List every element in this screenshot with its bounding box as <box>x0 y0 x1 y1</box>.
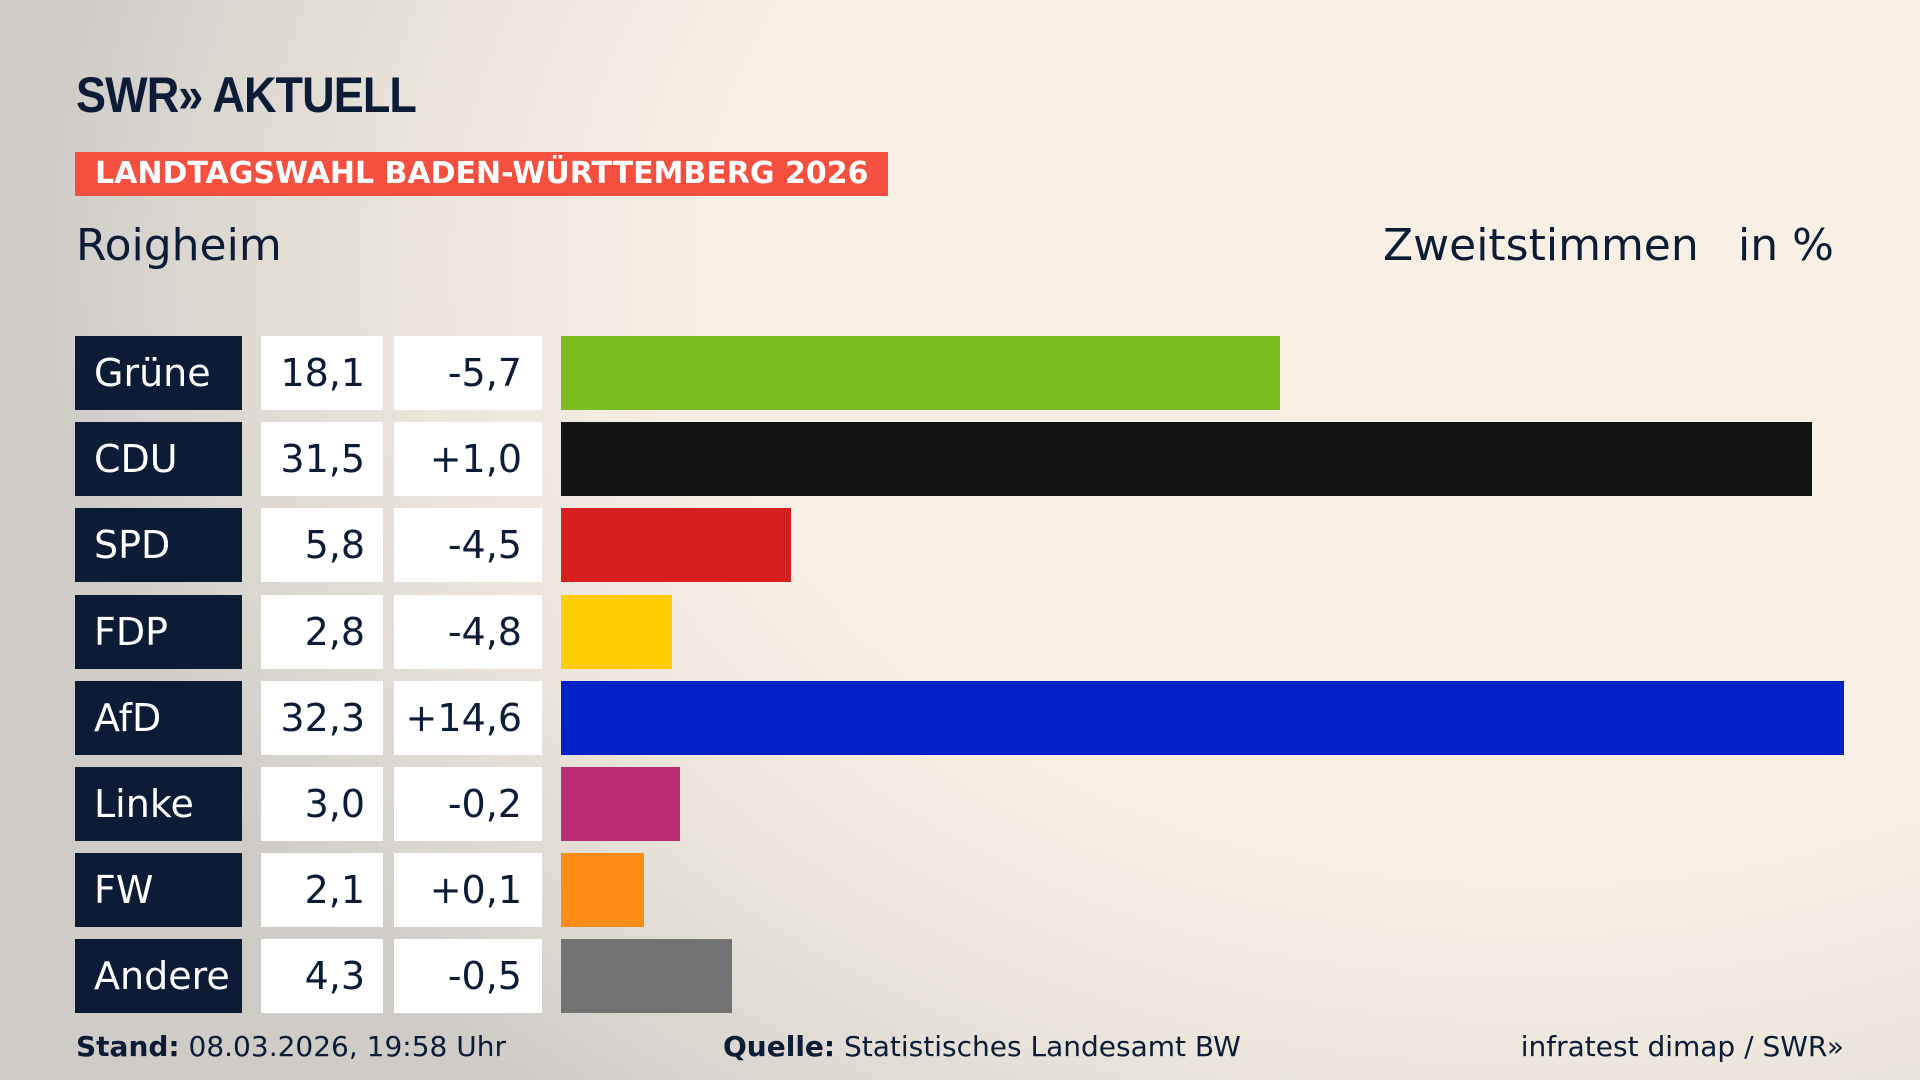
election-banner: LANDTAGSWAHL BADEN-WÜRTTEMBERG 2026 <box>75 152 889 196</box>
unit-label: in % <box>1738 220 1834 271</box>
result-row: FW 2,1 +0,1 <box>0 853 1920 928</box>
value-label: 32,3 <box>261 680 383 755</box>
diff-label: +0,1 <box>394 853 542 928</box>
value-label: 5,8 <box>261 508 383 583</box>
footer-source: Quelle: Statistisches Landesamt BW <box>723 1030 1241 1063</box>
result-row: Andere 4,3 -0,5 <box>0 939 1920 1014</box>
diff-label: -0,2 <box>394 767 542 841</box>
source-label: Quelle: <box>723 1030 836 1063</box>
diff-label: -5,7 <box>394 336 542 410</box>
party-label: SPD <box>75 508 242 583</box>
stand-label: Stand: <box>76 1030 180 1063</box>
diff-label: -4,8 <box>394 594 542 669</box>
value-label: 2,1 <box>261 853 383 928</box>
bar <box>561 336 1280 410</box>
bar <box>561 767 681 841</box>
place-name: Roigheim <box>76 220 282 271</box>
diff-label: -4,5 <box>394 508 542 583</box>
stand-value: 08.03.2026, 19:58 Uhr <box>188 1030 506 1063</box>
diff-label: +14,6 <box>394 680 542 755</box>
result-row: AfD 32,3 +14,6 <box>0 680 1920 755</box>
bar <box>561 939 732 1014</box>
result-row: Linke 3,0 -0,2 <box>0 767 1920 841</box>
party-label: Linke <box>75 767 242 841</box>
bar <box>561 508 792 583</box>
bar <box>561 853 645 928</box>
value-label: 3,0 <box>261 767 383 841</box>
value-label: 18,1 <box>261 336 383 410</box>
footer-stand: Stand: 08.03.2026, 19:58 Uhr <box>76 1030 506 1063</box>
value-label: 4,3 <box>261 939 383 1014</box>
result-row: FDP 2,8 -4,8 <box>0 594 1920 669</box>
result-row: CDU 31,5 +1,0 <box>0 422 1920 497</box>
swr-aktuell-logo: SWR» AKTUELL <box>76 67 417 123</box>
vote-type: Zweitstimmen <box>1383 220 1699 271</box>
value-label: 31,5 <box>261 422 383 497</box>
bar <box>561 422 1813 497</box>
result-row: Grüne 18,1 -5,7 <box>0 336 1920 410</box>
diff-label: +1,0 <box>394 422 542 497</box>
party-label: FW <box>75 853 242 928</box>
party-label: Grüne <box>75 336 242 410</box>
value-label: 2,8 <box>261 594 383 669</box>
party-label: CDU <box>75 422 242 497</box>
result-row: SPD 5,8 -4,5 <box>0 508 1920 583</box>
party-label: AfD <box>75 680 242 755</box>
diff-label: -0,5 <box>394 939 542 1014</box>
source-value: Statistisches Landesamt BW <box>844 1030 1241 1063</box>
party-label: Andere <box>75 939 242 1014</box>
bar <box>561 594 673 669</box>
party-label: FDP <box>75 594 242 669</box>
bar <box>561 680 1844 755</box>
footer-credit: infratest dimap / SWR» <box>1520 1030 1844 1063</box>
